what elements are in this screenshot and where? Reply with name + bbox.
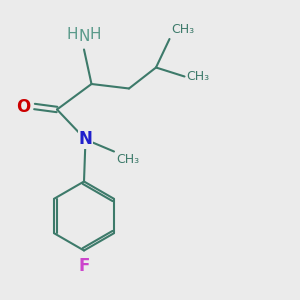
Text: H: H — [67, 27, 78, 42]
Text: H: H — [90, 27, 101, 42]
Text: CH₃: CH₃ — [186, 70, 209, 83]
Text: O: O — [16, 98, 30, 116]
Text: N: N — [79, 130, 92, 148]
Text: CH₃: CH₃ — [171, 23, 194, 36]
Text: CH₃: CH₃ — [116, 153, 140, 166]
Text: F: F — [78, 257, 90, 275]
Text: N: N — [78, 29, 90, 44]
